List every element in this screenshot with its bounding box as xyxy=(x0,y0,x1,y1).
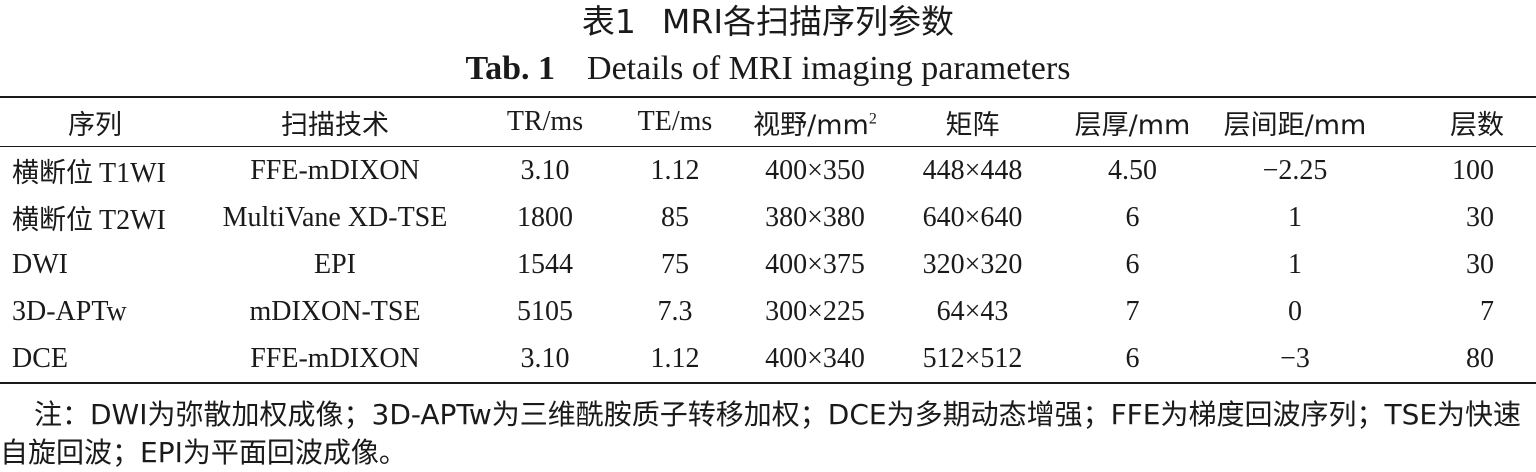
cell-matrix: 64×43 xyxy=(936,295,1009,327)
cell-slice-count: 7 xyxy=(1480,295,1494,327)
sequence-name: DCE xyxy=(12,342,68,374)
cell-slice-thickness: 6 xyxy=(1125,248,1140,280)
cell-slice-gap: −2.25 xyxy=(1262,154,1328,186)
header-tr: TR/ms xyxy=(506,106,584,137)
cell-fov: 400×350 xyxy=(765,154,865,186)
cell-fov: 400×375 xyxy=(765,248,865,280)
sequence-name: T2WI xyxy=(99,205,166,236)
table-number-english: Tab. 1 xyxy=(465,50,556,87)
cell-scan-technique: EPI xyxy=(314,248,356,280)
cell-slice-thickness: 6 xyxy=(1125,201,1140,233)
cell-sequence: 横断位 T2WI xyxy=(0,194,190,241)
header-matrix: 矩阵 xyxy=(945,109,1000,141)
table-row: DCE FFE-mDIXON 3.10 1.12 400×340 512×512 6 −3 80 xyxy=(0,335,1536,383)
cell-slice-count: 30 xyxy=(1466,201,1494,233)
cell-te: 7.3 xyxy=(657,295,693,327)
header-fov: 视野/mm2 xyxy=(740,97,890,147)
header-slice-thickness: 层厚/mm xyxy=(1074,109,1191,141)
cell-sequence: DCE xyxy=(0,335,190,383)
table-row: DWI EPI 1544 75 400×375 320×320 6 1 30 xyxy=(0,241,1536,288)
cell-fov: 380×380 xyxy=(765,201,865,233)
cell-slice-thickness: 6 xyxy=(1125,342,1140,374)
cell-te: 75 xyxy=(661,248,689,280)
cell-slice-gap: 1 xyxy=(1288,248,1302,280)
cell-slice-gap: 1 xyxy=(1288,201,1302,233)
cell-te: 1.12 xyxy=(650,342,700,374)
table-title-english: Details of MRI imaging parameters xyxy=(587,50,1071,87)
sequence-name: DWI xyxy=(12,248,68,280)
table-caption-chinese: 表1 MRI各扫描序列参数 xyxy=(0,2,1536,42)
cell-slice-thickness: 4.50 xyxy=(1108,154,1157,186)
cell-fov: 300×225 xyxy=(765,295,865,327)
table-row: 横断位 T2WI MultiVane XD-TSE 1800 85 380×380 640×… xyxy=(0,194,1536,241)
cell-slice-gap: −3 xyxy=(1280,342,1310,374)
cell-slice-count: 80 xyxy=(1466,342,1494,374)
header-fov-label: 视野/mm xyxy=(753,109,869,141)
sequence-name: T1WI xyxy=(99,158,166,189)
cell-sequence: 横断位 T1WI xyxy=(0,147,190,195)
cell-tr: 1544 xyxy=(517,248,573,280)
cell-tr: 5105 xyxy=(517,295,573,327)
cell-scan-technique: MultiVane XD-TSE xyxy=(222,201,448,233)
cell-tr: 1800 xyxy=(517,201,573,233)
cell-matrix: 320×320 xyxy=(922,248,1023,280)
table-row: 3D-APTw mDIXON-TSE 5105 7.3 300×225 64×43 7 0 7 xyxy=(0,288,1536,335)
header-sequence: 序列 xyxy=(68,109,122,141)
cell-scan-technique: FFE-mDIXON xyxy=(250,342,420,374)
table-number-chinese: 表1 xyxy=(581,2,636,41)
cell-tr: 3.10 xyxy=(520,342,570,374)
cell-slice-thickness: 7 xyxy=(1125,295,1140,327)
cell-sequence: DWI xyxy=(0,241,190,288)
cell-scan-technique: FFE-mDIXON xyxy=(250,154,420,186)
sequence-orientation: 横断位 xyxy=(12,158,93,189)
header-row: 序列 扫描技术 TR/ms TE/ms 视野/mm2 矩阵 层厚/mm 层间距/… xyxy=(0,97,1536,147)
sequence-name: 3D-APTw xyxy=(12,295,127,327)
cell-matrix: 640×640 xyxy=(922,201,1023,233)
header-te: TE/ms xyxy=(637,106,713,137)
cell-te: 85 xyxy=(661,201,689,233)
table-body: 横断位 T1WI FFE-mDIXON 3.10 1.12 400×350 448×448 4… xyxy=(0,147,1536,383)
cell-matrix: 448×448 xyxy=(922,154,1023,186)
mri-parameters-table: 序列 扫描技术 TR/ms TE/ms 视野/mm2 矩阵 层厚/mm 层间距/… xyxy=(0,96,1536,384)
cell-tr: 3.10 xyxy=(520,154,570,186)
table-note: 注：DWI为弥散加权成像；3D-APTw为三维酰胺质子转移加权；DCE为多期动态… xyxy=(0,398,1522,469)
header-slice-gap: 层间距/mm xyxy=(1223,109,1367,141)
sequence-orientation: 横断位 xyxy=(12,205,93,236)
table-caption-english: Tab. 1 Details of MRI imaging parameters xyxy=(0,48,1536,90)
cell-matrix: 512×512 xyxy=(922,342,1023,374)
table-header: 序列 扫描技术 TR/ms TE/ms 视野/mm2 矩阵 层厚/mm 层间距/… xyxy=(0,97,1536,147)
cell-fov: 400×340 xyxy=(765,342,865,374)
cell-slice-gap: 0 xyxy=(1288,295,1302,327)
cell-slice-count: 30 xyxy=(1466,248,1494,280)
cell-te: 1.12 xyxy=(650,154,700,186)
cell-scan-technique: mDIXON-TSE xyxy=(249,295,421,327)
table-row: 横断位 T1WI FFE-mDIXON 3.10 1.12 400×350 448×448 4… xyxy=(0,147,1536,195)
header-slice-count: 层数 xyxy=(1450,109,1504,141)
header-scan-technique: 扫描技术 xyxy=(281,109,389,141)
table-title-chinese: MRI各扫描序列参数 xyxy=(661,2,955,41)
cell-sequence: 3D-APTw xyxy=(0,288,190,335)
header-fov-superscript: 2 xyxy=(868,110,877,128)
cell-slice-count: 100 xyxy=(1452,154,1494,186)
